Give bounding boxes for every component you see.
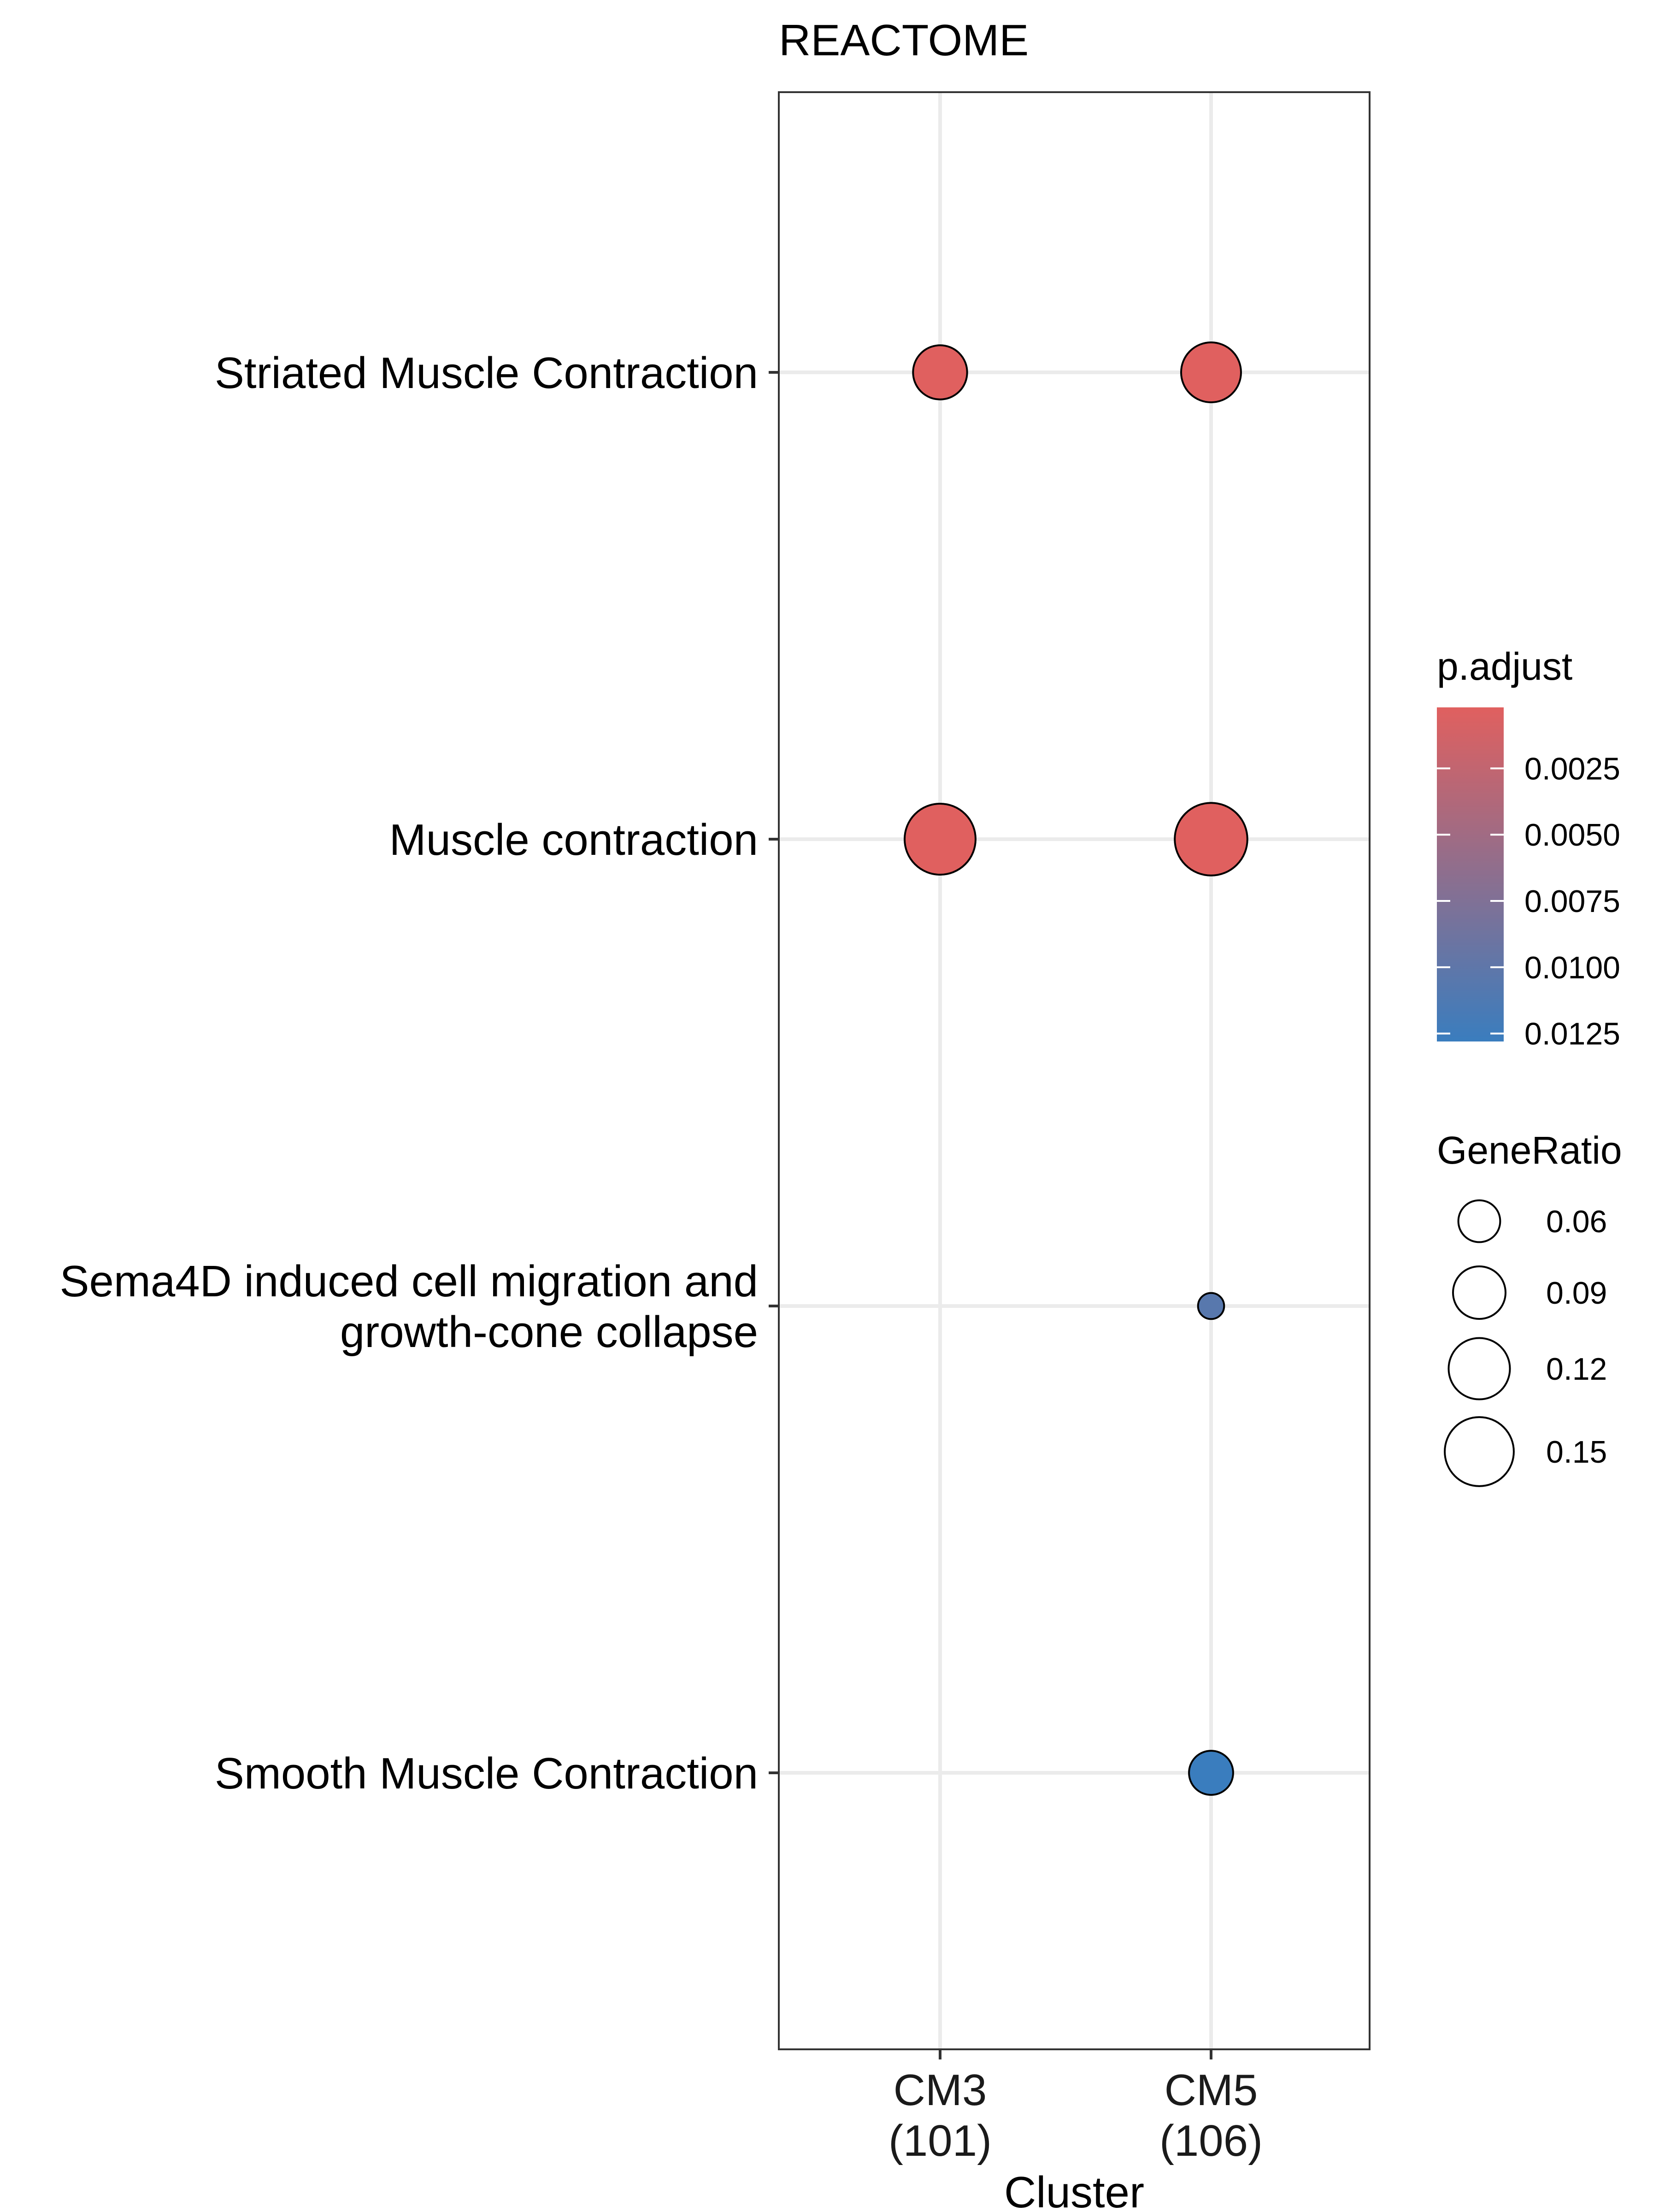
p-adjust-colorbar <box>1437 707 1504 1041</box>
data-point <box>1197 1292 1225 1320</box>
plot-panel <box>778 91 1371 2050</box>
gene-ratio-key-label: 0.09 <box>1546 1276 1607 1311</box>
data-point <box>904 803 977 876</box>
colorbar-tick-label: 0.0025 <box>1524 751 1620 786</box>
gridlines <box>780 93 1369 2048</box>
y-tick-label: growth-cone collapse <box>340 1307 758 1357</box>
x-axis-title: Cluster <box>1004 2168 1144 2212</box>
gene-ratio-key-circle <box>1452 1265 1506 1320</box>
y-axis: Striated Muscle Contraction Muscle contra… <box>59 348 779 1798</box>
gene-ratio-key-label: 0.12 <box>1546 1352 1607 1387</box>
p-adjust-legend: p.adjust 0.0025 0.0050 0.0075 0.0100 0.0125 <box>1437 645 1620 1052</box>
gene-ratio-key-label: 0.15 <box>1546 1435 1607 1470</box>
gene-ratio-key-label: 0.06 <box>1546 1204 1607 1239</box>
gene-ratio-key-circle <box>1444 1416 1515 1487</box>
y-tick-label: Smooth Muscle Contraction <box>215 1749 758 1798</box>
y-tick-label: Striated Muscle Contraction <box>215 348 758 398</box>
x-tick-label: CM3 <box>894 2065 987 2115</box>
y-tick-label: Muscle contraction <box>389 815 758 865</box>
colorbar-tick-label: 0.0050 <box>1524 818 1620 853</box>
gene-ratio-legend-keys: 0.06 0.09 0.12 0.15 <box>1444 1199 1607 1487</box>
gene-ratio-key-circle <box>1447 1337 1511 1400</box>
gene-ratio-legend-title: GeneRatio <box>1437 1129 1622 1172</box>
chart-title: REACTOME <box>779 16 1029 65</box>
data-point <box>1188 1750 1234 1796</box>
colorbar-tick-label: 0.0100 <box>1524 950 1620 985</box>
data-point <box>912 344 968 400</box>
data-points <box>904 341 1248 1796</box>
x-axis: CM3(101) CM5(106) <box>888 2049 1263 2165</box>
gene-ratio-key-circle <box>1457 1199 1501 1243</box>
x-tick-label: (101) <box>888 2116 992 2165</box>
data-point <box>1174 802 1248 877</box>
x-tick-label: (106) <box>1159 2116 1263 2165</box>
p-adjust-legend-title: p.adjust <box>1437 645 1572 688</box>
gene-ratio-legend: GeneRatio 0.06 0.09 0.12 0.15 <box>1437 1129 1622 1487</box>
data-point <box>1180 341 1242 403</box>
colorbar-tick-label: 0.0125 <box>1524 1017 1620 1052</box>
p-adjust-colorbar-ticks: 0.0025 0.0050 0.0075 0.0100 0.0125 <box>1437 751 1620 1052</box>
colorbar-tick-label: 0.0075 <box>1524 884 1620 919</box>
y-tick-label: Sema4D induced cell migration and <box>59 1257 758 1306</box>
x-tick-label: CM5 <box>1165 2065 1258 2115</box>
